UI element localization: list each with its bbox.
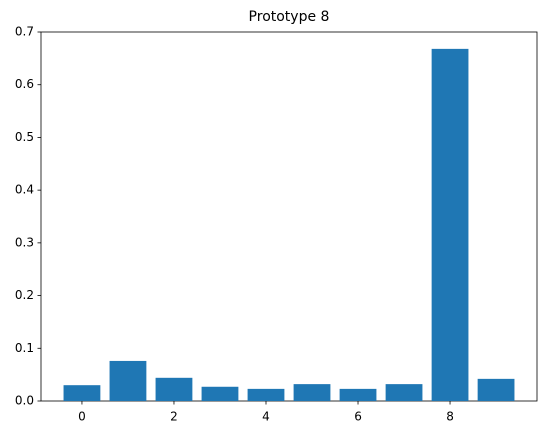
y-tick-label: 0.4	[15, 183, 34, 197]
bar	[339, 388, 377, 401]
x-tick-label: 0	[78, 410, 86, 424]
bar	[109, 360, 147, 401]
bar	[247, 388, 285, 401]
bar	[201, 386, 239, 401]
bar	[293, 384, 331, 401]
y-tick-label: 0.0	[15, 394, 34, 408]
y-tick-label: 0.3	[15, 235, 34, 249]
bar	[63, 385, 101, 401]
x-tick-label: 2	[170, 410, 178, 424]
bar	[477, 378, 515, 401]
x-tick-label: 4	[262, 410, 270, 424]
y-tick-label: 0.2	[15, 288, 34, 302]
bar	[385, 384, 423, 401]
axes-frame	[40, 31, 538, 402]
x-tick-label: 6	[354, 410, 362, 424]
chart-title: Prototype 8	[249, 9, 330, 25]
y-tick-label: 0.1	[15, 341, 34, 355]
y-tick-label: 0.6	[15, 77, 34, 91]
bar	[155, 377, 193, 401]
y-tick-label: 0.7	[15, 25, 34, 39]
y-tick-label: 0.5	[15, 130, 34, 144]
x-tick-label: 8	[446, 410, 454, 424]
bar	[431, 48, 469, 402]
